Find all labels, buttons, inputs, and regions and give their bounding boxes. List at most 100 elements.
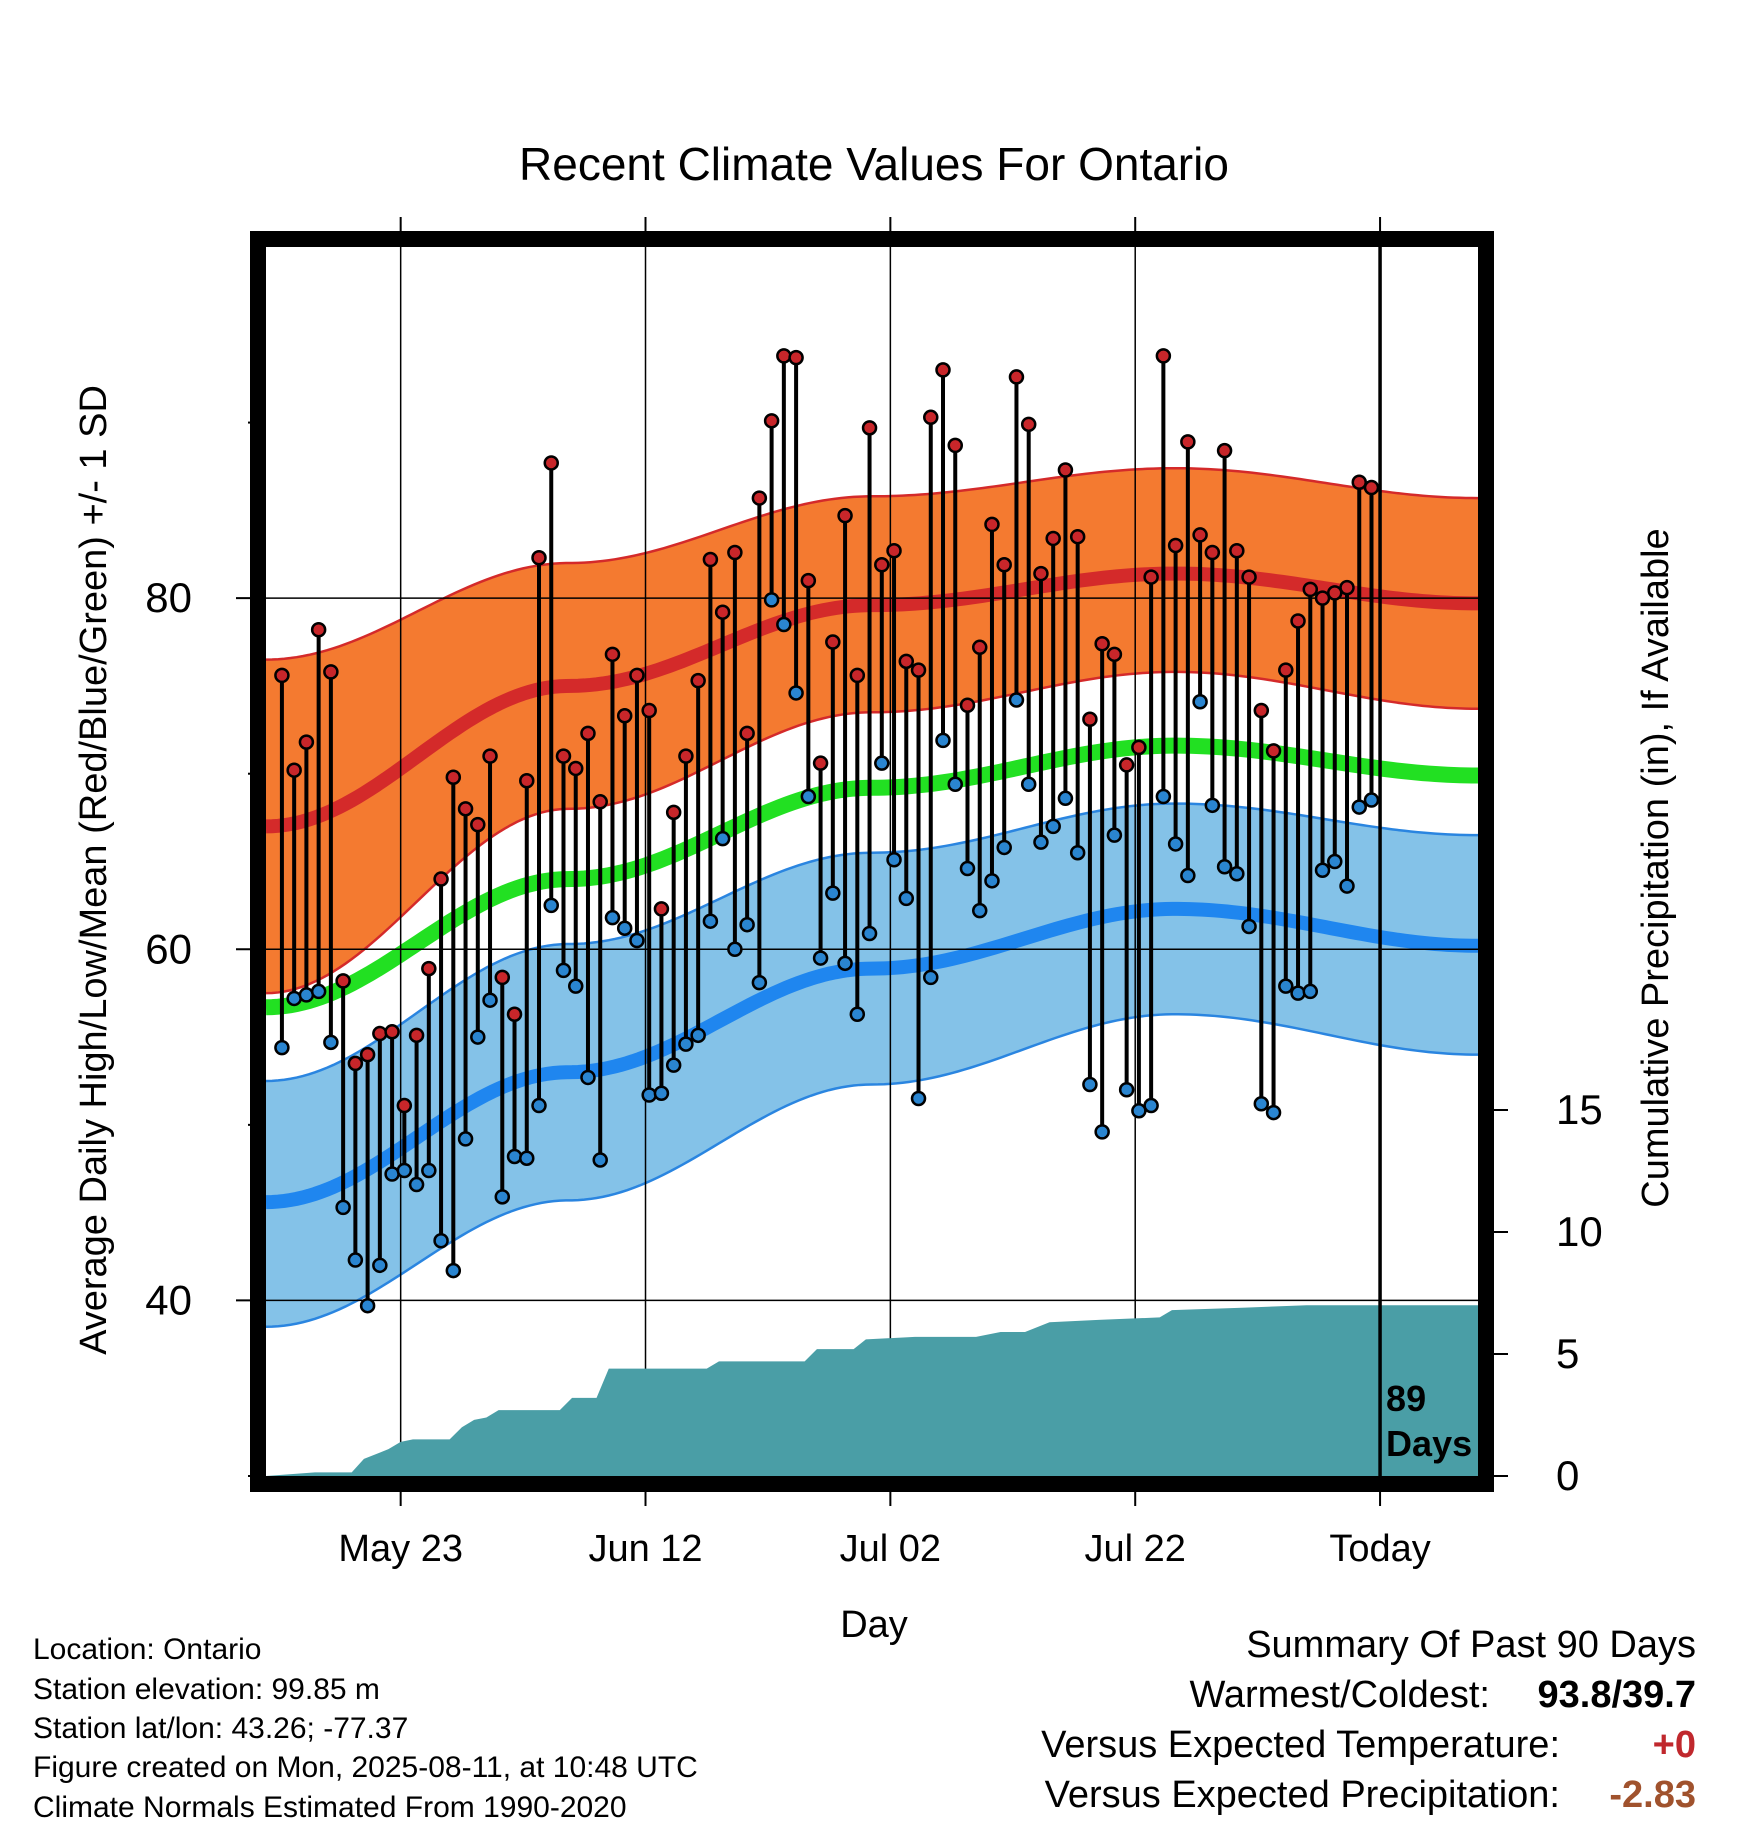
high-lower-edge bbox=[265, 670, 1479, 995]
high-point bbox=[580, 725, 596, 742]
low-point bbox=[935, 732, 951, 749]
high-point bbox=[678, 748, 694, 764]
high-point bbox=[935, 362, 951, 378]
low-point bbox=[923, 969, 939, 986]
low-point bbox=[384, 1166, 400, 1182]
low-point bbox=[421, 1162, 437, 1179]
high-point bbox=[396, 1097, 413, 1114]
low-point bbox=[531, 1097, 547, 1114]
low-point bbox=[849, 1006, 866, 1022]
chart-title: Recent Climate Values For Ontario bbox=[519, 138, 1229, 190]
low-point bbox=[812, 950, 829, 966]
low-point bbox=[1057, 790, 1074, 807]
low-point bbox=[1253, 1096, 1270, 1112]
y-right-tick-label: 10 bbox=[1556, 1208, 1603, 1255]
low-point bbox=[433, 1232, 449, 1249]
low-point bbox=[898, 890, 915, 907]
low-point bbox=[457, 1131, 474, 1147]
daily-points bbox=[274, 348, 1380, 1314]
high-point bbox=[1131, 739, 1147, 756]
high-point bbox=[1167, 537, 1184, 554]
high-point bbox=[457, 801, 474, 817]
high-point bbox=[1069, 528, 1086, 545]
high-point bbox=[1302, 581, 1319, 598]
low-point bbox=[874, 755, 890, 771]
high-point bbox=[923, 409, 939, 426]
days-count: 89 bbox=[1386, 1378, 1426, 1419]
low-point bbox=[1155, 788, 1172, 805]
low-point bbox=[910, 1090, 927, 1107]
high-point bbox=[1094, 636, 1110, 652]
low-point bbox=[653, 1085, 670, 1102]
high-point bbox=[1020, 416, 1037, 433]
low-point bbox=[641, 1087, 657, 1103]
low-point bbox=[1008, 692, 1025, 708]
high-point bbox=[1241, 569, 1257, 585]
high-point bbox=[531, 550, 547, 566]
daily-range-lines bbox=[279, 355, 1374, 1306]
low-point bbox=[408, 1176, 425, 1193]
low-mean-line bbox=[265, 901, 1479, 1210]
x-axis-label: Day bbox=[840, 1604, 908, 1646]
low-point bbox=[800, 788, 817, 805]
low-point bbox=[1241, 918, 1257, 935]
high-point bbox=[506, 1006, 523, 1022]
high-point bbox=[323, 664, 339, 680]
high-point bbox=[592, 794, 608, 810]
high-point bbox=[788, 349, 804, 366]
high-point bbox=[1045, 530, 1061, 547]
low-point bbox=[727, 941, 743, 958]
high-point bbox=[665, 804, 682, 821]
high-point bbox=[849, 667, 866, 684]
temp-vs-expected-value: +0 bbox=[1653, 1724, 1696, 1766]
axes: May 23 Jun 12 Jul 02 Jul 22 Today 40 60 80 0 5 10 1… bbox=[145, 217, 1603, 1570]
high-point bbox=[971, 639, 988, 656]
precipitation-area bbox=[266, 1305, 1478, 1476]
high-point bbox=[714, 604, 731, 620]
low-point bbox=[971, 902, 988, 919]
low-point bbox=[274, 1039, 290, 1056]
low-lower-edge bbox=[265, 1013, 1479, 1329]
low-point bbox=[323, 1034, 339, 1051]
low-point bbox=[1229, 866, 1245, 882]
y-axis-label-right: Cumulative Precipitation (in), If Availa… bbox=[1635, 528, 1677, 1207]
summary-panel: Summary Of Past 90 Days Warmest/Coldest:… bbox=[1041, 1624, 1696, 1816]
low-point bbox=[335, 1199, 351, 1216]
high-point bbox=[702, 551, 719, 568]
high-point bbox=[359, 1046, 376, 1063]
y-left-tick-label: 40 bbox=[145, 1276, 192, 1323]
high-point bbox=[1265, 743, 1282, 759]
high-point bbox=[690, 672, 706, 689]
low-point bbox=[347, 1252, 364, 1268]
high-point bbox=[421, 960, 437, 977]
low-point bbox=[1302, 983, 1319, 1000]
high-point bbox=[1106, 646, 1123, 663]
high-point bbox=[604, 646, 621, 663]
low-point bbox=[396, 1162, 413, 1179]
high-point bbox=[519, 772, 535, 789]
low-point bbox=[298, 987, 315, 1003]
high-point bbox=[874, 557, 890, 573]
low-point bbox=[1106, 827, 1123, 843]
low-point bbox=[1216, 859, 1233, 875]
low-point bbox=[984, 873, 1000, 889]
high-point bbox=[898, 653, 915, 670]
high-point bbox=[837, 507, 853, 524]
low-point bbox=[1069, 844, 1086, 861]
high-point bbox=[494, 969, 511, 986]
low-point bbox=[567, 978, 584, 994]
low-point bbox=[580, 1069, 596, 1086]
x-tick-label: Jul 02 bbox=[840, 1528, 941, 1570]
high-point bbox=[1057, 462, 1074, 478]
station-elevation: Station elevation: 99.85 m bbox=[33, 1673, 380, 1706]
low-point bbox=[519, 1150, 535, 1166]
high-point bbox=[470, 816, 486, 833]
high-point bbox=[1118, 757, 1135, 773]
low-point bbox=[482, 992, 498, 1008]
x-tick-label: Jul 22 bbox=[1085, 1528, 1186, 1570]
days-unit: Days bbox=[1386, 1423, 1472, 1464]
low-point bbox=[1082, 1076, 1098, 1093]
low-point bbox=[1094, 1124, 1110, 1140]
low-point bbox=[861, 925, 878, 942]
